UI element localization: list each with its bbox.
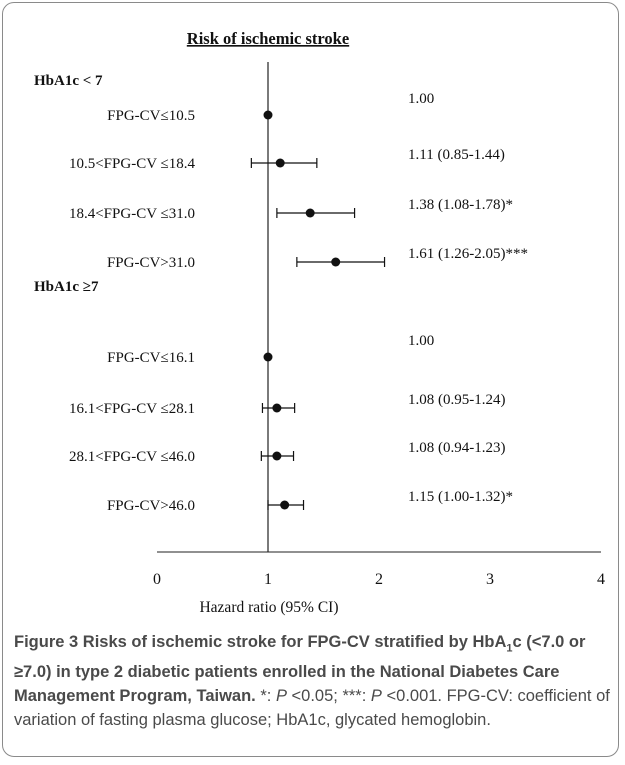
row-label: 16.1<FPG-CV ≤28.1 [69,401,195,417]
x-axis-label: Hazard ratio (95% CI) [199,599,338,616]
hr-value-label: 1.00 [408,333,434,349]
x-tick-label: 0 [153,571,161,588]
row-label: FPG-CV>31.0 [107,255,195,271]
hr-point [305,208,315,218]
caption-title: Risks of ischemic stroke for FPG-CV stra… [14,633,586,706]
row-label: 28.1<FPG-CV ≤46.0 [69,449,195,465]
hr-value-label: 1.08 (0.94-1.23) [408,440,506,456]
hr-point [275,158,285,168]
figure-frame [2,2,619,757]
caption-note-2: ***: P <0.001. FPG-CV: coefficient of va… [14,687,610,730]
hr-value-label: 1.11 (0.85-1.44) [408,147,505,163]
group-header: HbA1c < 7 [34,73,103,89]
axis-layer: 0 1 2 3 4 [153,62,605,588]
row-label: FPG-CV≤16.1 [107,350,195,366]
caption-figure-label: Figure 3 [14,633,79,651]
rows-layer: HbA1c < 7 FPG-CV≤10.5 1.00 10.5<FPG-CV ≤18.… [34,73,528,514]
hr-point [263,110,273,120]
row-label: 10.5<FPG-CV ≤18.4 [69,156,196,172]
figure-caption: Figure 3 Risks of ischemic stroke for FP… [14,630,610,732]
hr-point [272,451,282,461]
hr-point [272,403,282,413]
group-header: HbA1c ≥7 [34,279,99,295]
hr-value-label: 1.38 (1.08-1.78)* [408,197,513,213]
hr-point [331,257,341,267]
forest-plot: Risk of ischemic stroke 0 1 2 3 4 HbA1c < 7 F… [34,29,605,616]
hr-value-label: 1.15 (1.00-1.32)* [408,489,513,505]
hr-point [280,500,290,510]
x-tick-label: 4 [597,571,605,588]
chart-title: Risk of ischemic stroke [187,29,349,48]
caption-note-1: *: P <0.05; [260,687,338,706]
hr-point [263,352,273,362]
hr-value-label: 1.00 [408,91,434,107]
row-label: FPG-CV>46.0 [107,498,195,514]
x-tick-label: 2 [375,571,383,588]
row-label: 18.4<FPG-CV ≤31.0 [69,206,195,222]
hr-value-label: 1.08 (0.95-1.24) [408,392,506,408]
x-tick-label: 1 [264,571,272,588]
x-tick-label: 3 [486,571,494,588]
row-label: FPG-CV≤10.5 [107,108,195,124]
hr-value-label: 1.61 (1.26-2.05)*** [408,246,528,262]
